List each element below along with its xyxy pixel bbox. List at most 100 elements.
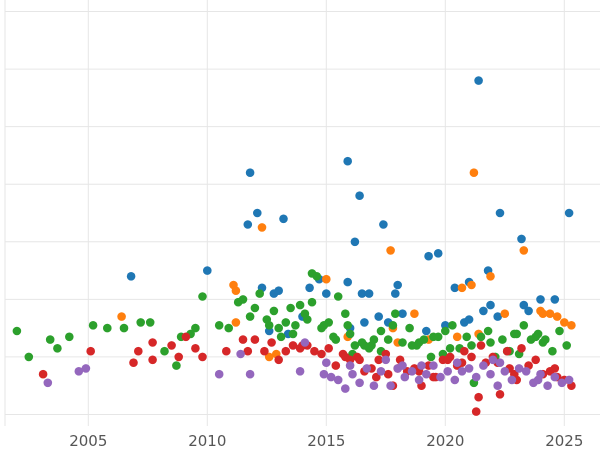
scatter-point [379,220,388,229]
scatter-point [238,335,248,344]
scatter-point [560,318,569,327]
scatter-point [243,346,253,356]
scatter-point [519,246,529,255]
scatter-point [555,326,564,336]
scatter-point [443,367,453,376]
scatter-point [536,295,545,304]
scatter-point [398,361,407,370]
scatter-point [245,168,255,177]
scatter-point [398,338,407,347]
scatter-point [393,280,403,290]
scatter-point [134,346,143,356]
scatter-point [274,355,284,365]
scatter-point [510,329,519,339]
scatter-point [386,246,395,255]
scatter-point [43,378,53,388]
scatter-point [452,332,462,342]
scatter-point [295,367,305,376]
scatter-point [500,367,510,376]
scatter-point [426,352,436,362]
scatter-point [167,341,176,350]
scatter-point [517,344,526,353]
scatter-point [12,326,22,336]
scatter-point [300,338,310,347]
scatter-point [281,346,291,356]
scatter-point [567,321,576,330]
scatter-point [362,364,372,373]
scatter-point [145,318,155,327]
scatter-point [488,355,498,365]
scatter-point [319,321,329,330]
scatter-point [236,349,245,359]
scatter-point [286,303,295,313]
scatter-point [322,289,331,298]
scatter-point [160,346,169,356]
scatter-point [414,338,424,347]
scatter-point [281,318,291,327]
scatter-point [376,367,386,376]
scatter-point [295,300,305,310]
scatter-point [276,332,286,342]
scatter-point [445,344,455,353]
scatter-point [198,352,207,362]
scatter-point [24,352,34,362]
scatter-point [531,355,540,365]
scatter-point [564,375,574,385]
scatter-point [324,344,334,353]
scatter-point [388,321,398,330]
scatter-point [245,312,255,321]
scatter-point [350,237,360,247]
scatter-point [360,318,369,327]
scatter-point [343,277,353,287]
chart-points [12,76,576,416]
scatter-point [319,369,329,379]
scatter-point [350,341,360,350]
scatter-point [476,341,486,350]
scatter-point [264,321,274,330]
scatter-point [274,323,284,333]
scatter-point [533,375,543,385]
scatter-point [355,191,364,200]
scatter-point [524,306,533,316]
scatter-point [269,306,279,316]
series-0 [126,76,574,339]
scatter-point [407,367,417,376]
scatter-point [355,378,364,388]
scatter-point [148,338,157,347]
scatter-point [264,352,274,362]
scatter-point [74,367,84,376]
scatter-point [341,352,350,362]
scatter-point [341,384,350,393]
scatter-point [343,321,353,330]
scatter-point [291,321,300,330]
scatter-point [288,329,298,339]
x-tick-label: 2020 [426,432,464,450]
scatter-point [274,286,284,296]
scatter-point [507,375,517,385]
scatter-point [467,352,476,362]
scatter-point [331,335,341,344]
scatter-point [550,372,560,382]
scatter-point [317,349,326,359]
scatter-point [495,208,505,218]
scatter-point [348,369,357,379]
scatter-point [381,355,391,365]
scatter-point [433,249,443,258]
scatter-point [231,286,241,296]
scatter-point [172,361,181,370]
scatter-point [562,341,571,350]
scatter-point [386,381,395,391]
scatter-point [493,312,503,321]
scatter-point [45,335,55,344]
scatter-point [345,361,355,370]
x-axis-tick-labels: 2005 2010 2015 2020 2025 [69,432,583,450]
scatter-point [374,355,384,365]
scatter-point [238,295,248,304]
scatter-point [519,300,529,310]
scatter-point [65,332,74,342]
scatter-point [479,361,488,370]
scatter-point [322,358,331,368]
scatter-point [214,369,224,379]
scatter-point [436,372,445,382]
scatter-point [222,346,231,356]
